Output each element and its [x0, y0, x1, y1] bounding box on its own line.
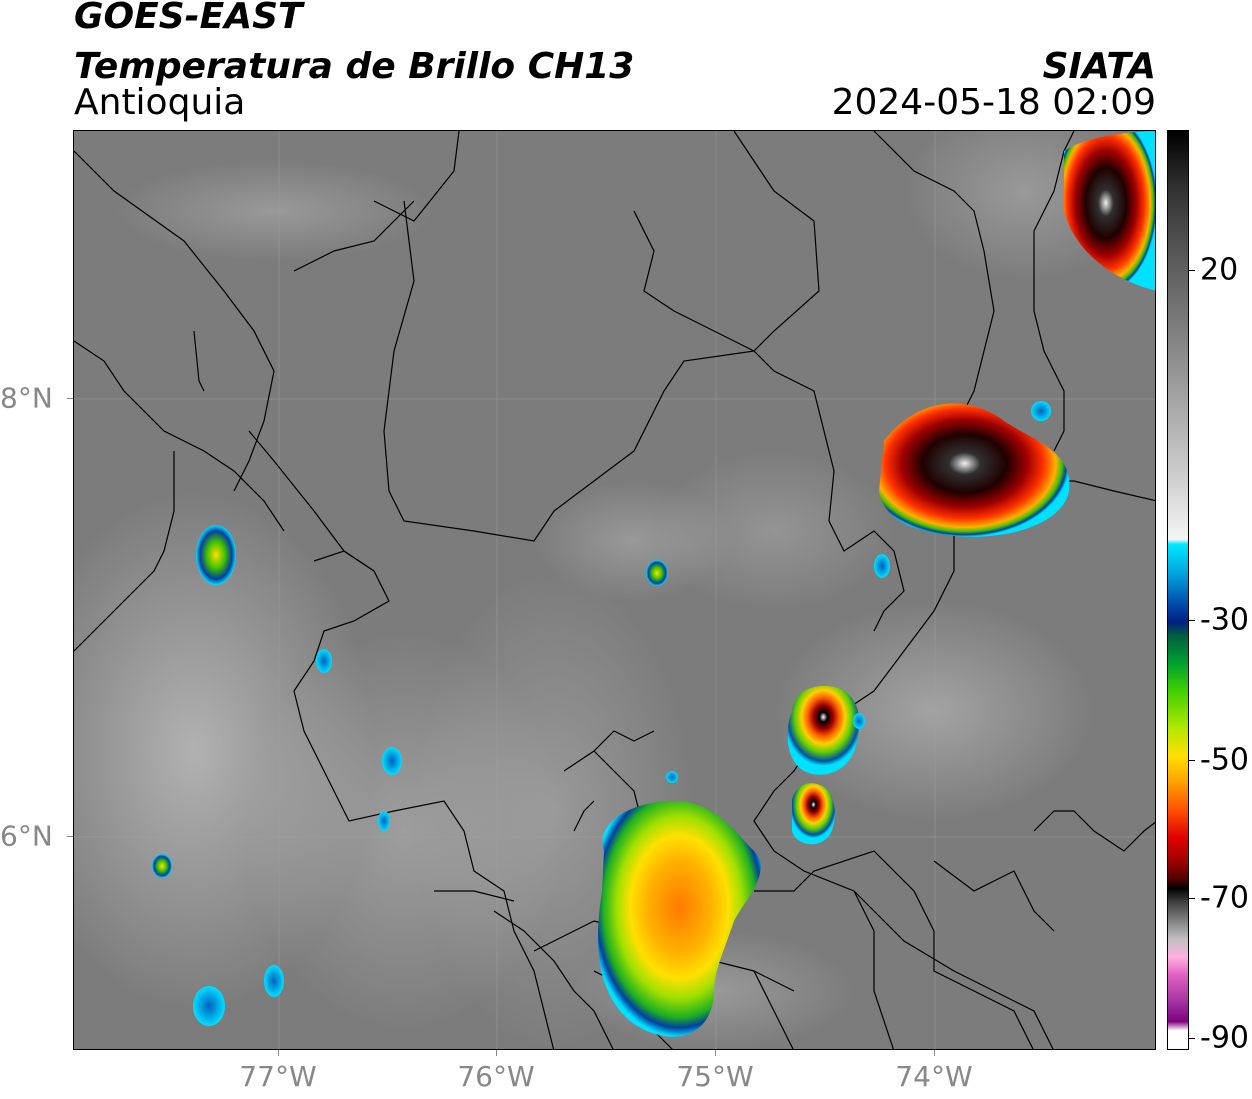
colorbar-tick: [1189, 1038, 1195, 1039]
storm-cell-small-east: [792, 783, 835, 845]
storm-cell-northeast: [879, 403, 1070, 537]
longitude-tick: [496, 1050, 497, 1056]
cell-spot-3: [152, 854, 172, 878]
cell-spot-2: [382, 747, 402, 775]
datetime-label: 2024-05-18 02:09: [831, 82, 1156, 123]
colorbar-label: -90: [1200, 1020, 1249, 1056]
longitude-tick: [715, 1050, 716, 1056]
boundaries: [74, 131, 1155, 1049]
colorbar-tick: [1189, 898, 1195, 899]
cell-spot-4: [264, 965, 284, 997]
organization-label: SIATA: [1042, 46, 1156, 87]
colorbar-label: -50: [1200, 742, 1249, 778]
colorbar-tick: [1189, 270, 1195, 271]
cell-spot-6: [316, 649, 332, 673]
satellite-title: GOES-EAST: [74, 0, 303, 37]
colorbar-label: 20: [1200, 252, 1239, 288]
cell-spot-8: [666, 771, 678, 783]
longitude-label: 75°W: [676, 1060, 754, 1093]
cell-spot-9: [853, 713, 865, 729]
storm-cells: [152, 131, 1155, 1037]
longitude-label: 77°W: [239, 1060, 317, 1093]
cell-spot-5: [193, 986, 225, 1026]
colorbar-tick: [1189, 620, 1195, 621]
cell-center: [646, 560, 668, 586]
colorbar-label: -30: [1200, 602, 1249, 638]
latitude-tick: [67, 836, 73, 837]
longitude-label: 76°W: [457, 1060, 535, 1093]
cell-spot-1: [874, 554, 890, 578]
map-canvas: [74, 131, 1155, 1049]
satellite-map: [73, 130, 1156, 1050]
cell-west: [196, 525, 236, 585]
latitude-label: 8°N: [0, 381, 53, 415]
longitude-tick: [278, 1050, 279, 1056]
region-label: Antioquia: [74, 82, 246, 123]
storm-cell-south: [598, 801, 761, 1037]
cell-spot-ne: [1031, 401, 1051, 421]
storm-cell-northeast-edge: [1064, 131, 1155, 291]
storm-cell-central-east: [787, 686, 860, 775]
latitude-label: 6°N: [0, 819, 53, 853]
colorbar: [1167, 130, 1189, 1050]
cell-spot-7: [378, 811, 390, 831]
longitude-label: 74°W: [895, 1060, 973, 1093]
product-title: Temperatura de Brillo CH13: [74, 46, 635, 87]
colorbar-label: -70: [1200, 880, 1249, 916]
colorbar-tick: [1189, 760, 1195, 761]
longitude-tick: [934, 1050, 935, 1056]
latitude-tick: [67, 398, 73, 399]
